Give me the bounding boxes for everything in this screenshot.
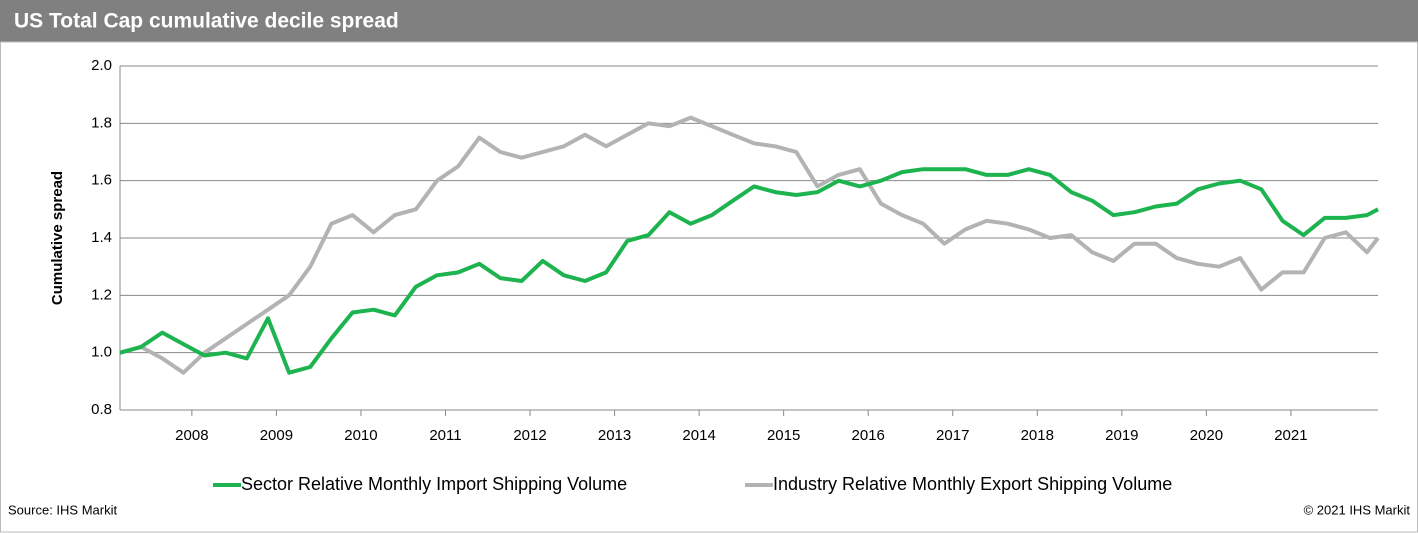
y-tick-label: 1.2 (91, 286, 112, 303)
y-tick-label: 1.8 (91, 114, 112, 131)
x-tick-label: 2015 (767, 427, 800, 444)
header-bar (0, 0, 1418, 42)
x-tick-label: 2018 (1021, 427, 1054, 444)
x-tick-label: 2020 (1190, 427, 1223, 444)
copyright: © 2021 IHS Markit (1304, 502, 1411, 517)
series-line (119, 167, 1379, 375)
x-tick-label: 2014 (682, 427, 715, 444)
y-tick-label: 1.0 (91, 344, 112, 361)
source: Source: IHS Markit (8, 502, 117, 517)
x-tick-label: 2019 (1105, 427, 1138, 444)
x-tick-label: 2016 (852, 427, 885, 444)
chart-title: US Total Cap cumulative decile spread (14, 10, 399, 33)
y-tick-label: 2.0 (91, 57, 112, 74)
y-axis-label: Cumulative spread (49, 171, 66, 305)
y-tick-label: 1.6 (91, 172, 112, 189)
y-tick-label: 1.4 (91, 229, 112, 246)
x-tick-label: 2021 (1274, 427, 1307, 444)
x-tick-label: 2013 (598, 427, 631, 444)
x-tick-label: 2008 (175, 427, 208, 444)
legend-label: Sector Relative Monthly Import Shipping … (241, 474, 627, 494)
legend-label: Industry Relative Monthly Export Shippin… (773, 474, 1172, 494)
x-tick-label: 2012 (513, 427, 546, 444)
x-tick-label: 2010 (344, 427, 377, 444)
y-tick-label: 0.8 (91, 401, 112, 418)
x-tick-label: 2009 (260, 427, 293, 444)
x-tick-label: 2011 (429, 427, 461, 444)
frame (0, 41, 1418, 533)
x-tick-label: 2017 (936, 427, 969, 444)
series-line (119, 115, 1380, 375)
